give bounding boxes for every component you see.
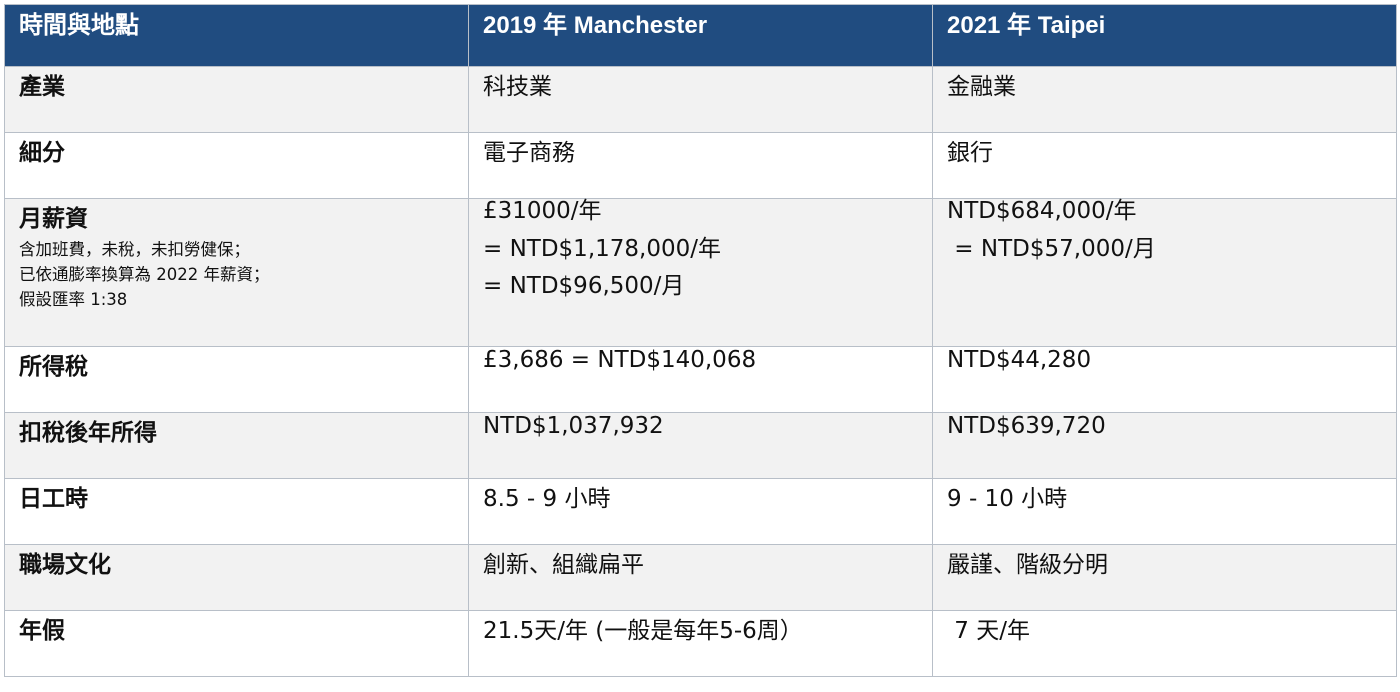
- comparison-table: 時間與地點 2019 年 Manchester 2021 年 Taipei 產業…: [4, 4, 1397, 677]
- cell-manchester: 21.5天/年 (一般是每年5-6周）: [468, 610, 933, 677]
- cell-taipei: NTD$44,280: [932, 346, 1397, 413]
- salary-line: £31000/年: [483, 198, 602, 224]
- row-label: 日工時: [4, 478, 469, 545]
- cell-manchester: NTD$1,037,932: [468, 412, 933, 479]
- salary-note: 含加班費，未稅，未扣勞健保； 已依通膨率換算為 2022 年薪資； 假設匯率 1…: [19, 237, 454, 312]
- row-label: 扣稅後年所得: [4, 412, 469, 479]
- header-cell-taipei: 2021 年 Taipei: [932, 4, 1397, 67]
- salary-line: = NTD$96,500/月: [483, 273, 685, 299]
- cell-taipei: 金融業: [932, 66, 1397, 133]
- salary-line: = NTD$57,000/月: [947, 236, 1156, 262]
- cell-taipei: 9 - 10 小時: [932, 478, 1397, 545]
- row-label: 產業: [4, 66, 469, 133]
- header-cell-manchester: 2019 年 Manchester: [468, 4, 933, 67]
- table-body: 產業 科技業 金融業 細分 電子商務 銀行 月薪資 含加班費，未稅，未扣勞健保；…: [4, 66, 1397, 677]
- table-row-income-tax: 所得稅 £3,686 = NTD$140,068 NTD$44,280: [4, 346, 1397, 413]
- cell-manchester: 8.5 - 9 小時: [468, 478, 933, 545]
- table-row-daily-hours: 日工時 8.5 - 9 小時 9 - 10 小時: [4, 478, 1397, 545]
- header-cell-time-place: 時間與地點: [4, 4, 469, 67]
- table-row-after-tax-income: 扣稅後年所得 NTD$1,037,932 NTD$639,720: [4, 412, 1397, 479]
- cell-manchester: 電子商務: [468, 132, 933, 199]
- table-row-industry: 產業 科技業 金融業: [4, 66, 1397, 133]
- table-row-annual-leave: 年假 21.5天/年 (一般是每年5-6周） 7 天/年: [4, 610, 1397, 677]
- table-row-workplace-culture: 職場文化 創新、組織扁平 嚴謹、階級分明: [4, 544, 1397, 611]
- table-row-subsector: 細分 電子商務 銀行: [4, 132, 1397, 199]
- cell-manchester: 科技業: [468, 66, 933, 133]
- salary-note-line: 已依通膨率換算為 2022 年薪資；: [19, 265, 270, 284]
- cell-manchester: 創新、組織扁平: [468, 544, 933, 611]
- row-label: 所得稅: [4, 346, 469, 413]
- header-row: 時間與地點 2019 年 Manchester 2021 年 Taipei: [4, 4, 1397, 67]
- salary-note-line: 假設匯率 1:38: [19, 290, 128, 309]
- row-label: 年假: [4, 610, 469, 677]
- cell-taipei: 7 天/年: [932, 610, 1397, 677]
- cell-taipei: 嚴謹、階級分明: [932, 544, 1397, 611]
- row-label: 月薪資: [19, 206, 88, 232]
- table-header: 時間與地點 2019 年 Manchester 2021 年 Taipei: [4, 4, 1397, 67]
- salary-line: NTD$684,000/年: [947, 198, 1137, 224]
- salary-note-line: 含加班費，未稅，未扣勞健保；: [19, 240, 250, 259]
- cell-manchester: £31000/年 = NTD$1,178,000/年 = NTD$96,500/…: [468, 198, 933, 347]
- salary-line: = NTD$1,178,000/年: [483, 236, 721, 262]
- table-row-salary: 月薪資 含加班費，未稅，未扣勞健保； 已依通膨率換算為 2022 年薪資； 假設…: [4, 198, 1397, 347]
- cell-taipei: NTD$639,720: [932, 412, 1397, 479]
- row-label: 職場文化: [4, 544, 469, 611]
- row-label-cell: 月薪資 含加班費，未稅，未扣勞健保； 已依通膨率換算為 2022 年薪資； 假設…: [4, 198, 469, 347]
- cell-manchester: £3,686 = NTD$140,068: [468, 346, 933, 413]
- cell-taipei: NTD$684,000/年 = NTD$57,000/月: [932, 198, 1397, 347]
- cell-taipei: 銀行: [932, 132, 1397, 199]
- row-label: 細分: [4, 132, 469, 199]
